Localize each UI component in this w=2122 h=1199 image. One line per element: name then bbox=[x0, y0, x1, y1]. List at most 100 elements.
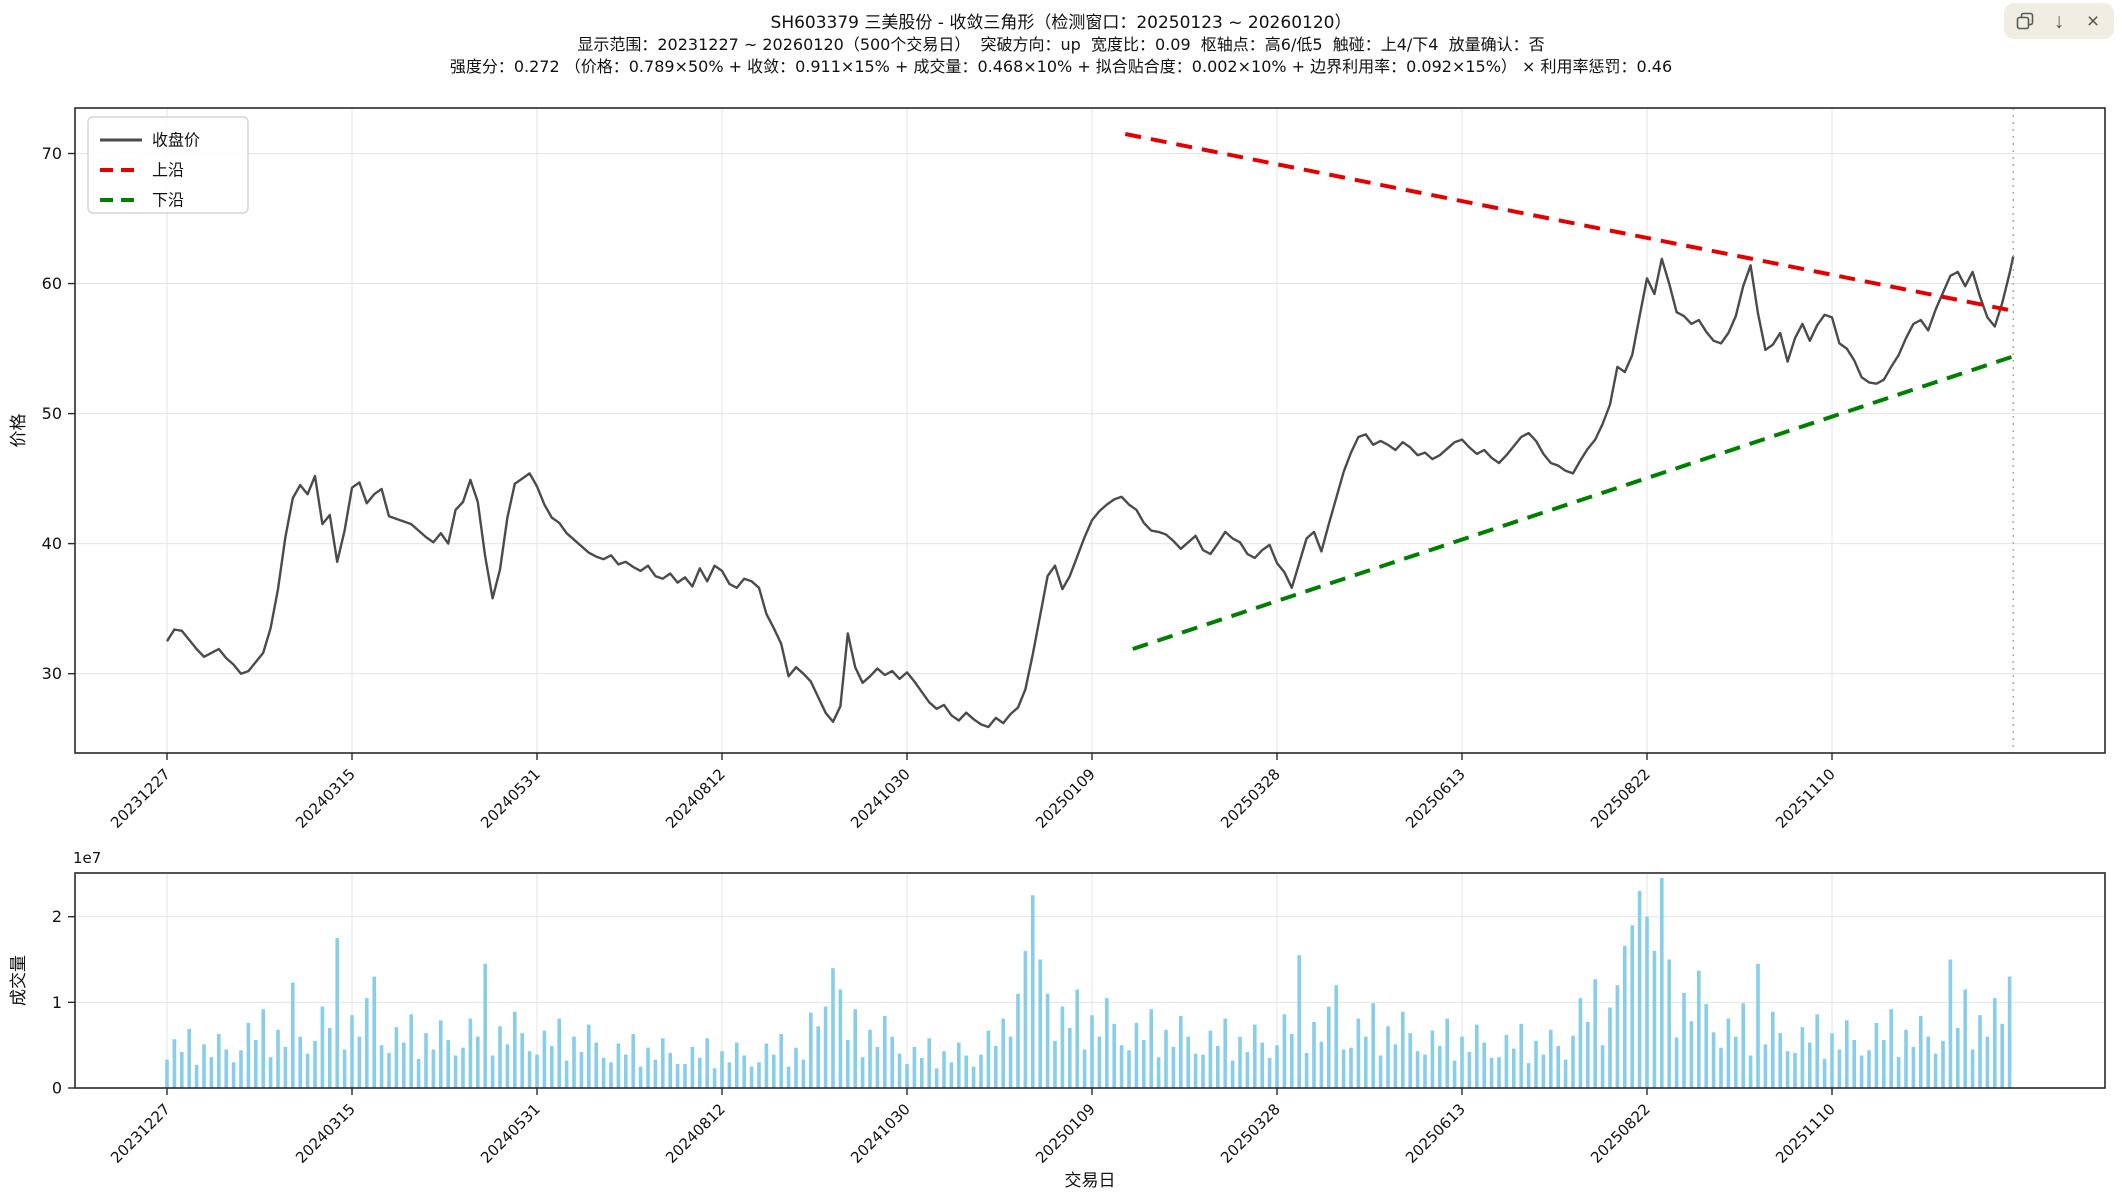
volume-bar bbox=[1031, 895, 1035, 1088]
volume-bar bbox=[1793, 1052, 1797, 1088]
volume-panel-xtick-label: 20231227 bbox=[107, 1100, 174, 1167]
volume-panel-xtick-label: 20241030 bbox=[847, 1100, 914, 1167]
volume-bar bbox=[1563, 1059, 1568, 1088]
volume-bar bbox=[823, 1006, 828, 1088]
volume-bar bbox=[1926, 1036, 1930, 1088]
volume-bar bbox=[1845, 1020, 1849, 1088]
lower-bound-line bbox=[1132, 354, 2014, 651]
volume-bar bbox=[1985, 1036, 1990, 1088]
price-panel-xtick-label: 20240315 bbox=[292, 765, 359, 832]
volume-bar bbox=[1956, 1028, 1960, 1088]
chart-subtitle-score: 强度分：0.272 （价格：0.789×50% + 收敛：0.911×15% +… bbox=[449, 57, 1673, 76]
close-icon: × bbox=[2086, 9, 2100, 33]
volume-bar bbox=[1460, 1036, 1464, 1088]
volume-panel-ytick-label: 2 bbox=[52, 907, 62, 926]
volume-bar bbox=[1016, 993, 1020, 1088]
volume-bars bbox=[165, 878, 2012, 1088]
volume-bar bbox=[816, 1026, 820, 1088]
close-button[interactable]: × bbox=[2078, 6, 2108, 36]
volume-bar bbox=[964, 1055, 968, 1088]
volume-bar bbox=[1053, 1040, 1057, 1088]
copy-button[interactable] bbox=[2010, 6, 2040, 36]
volume-bar bbox=[483, 963, 487, 1088]
volume-bar bbox=[631, 1034, 635, 1088]
volume-bar bbox=[261, 1009, 265, 1088]
volume-bar bbox=[505, 1044, 510, 1088]
volume-bar bbox=[1630, 925, 1634, 1088]
volume-bar bbox=[328, 1028, 332, 1088]
volume-bar bbox=[335, 938, 339, 1088]
volume-bar bbox=[1815, 1014, 1819, 1088]
volume-panel-axes: 0 1 2 20231227 20240315 20240531 20240812 20241… bbox=[9, 849, 2106, 1191]
volume-panel-grid bbox=[75, 873, 2105, 1089]
volume-bar bbox=[1689, 1021, 1694, 1088]
volume-bar bbox=[942, 1051, 946, 1088]
volume-bar bbox=[268, 1057, 273, 1088]
volume-bar bbox=[180, 1052, 184, 1088]
volume-bar bbox=[409, 1014, 413, 1088]
volume-bar bbox=[1719, 1047, 1723, 1088]
volume-bar bbox=[883, 1016, 887, 1088]
volume-bar bbox=[1497, 1057, 1501, 1088]
price-panel-xtick-label: 20240531 bbox=[477, 765, 544, 832]
volume-bar bbox=[1445, 1018, 1449, 1088]
volume-bar bbox=[1512, 1048, 1516, 1088]
volume-bar bbox=[1711, 1032, 1716, 1088]
volume-panel-ytick-label: 0 bbox=[52, 1079, 62, 1098]
volume-bar bbox=[2007, 976, 2012, 1088]
volume-bar bbox=[1179, 1016, 1183, 1088]
volume-bar bbox=[1371, 1003, 1375, 1088]
volume-bar bbox=[254, 1040, 258, 1088]
volume-bar bbox=[971, 1066, 976, 1088]
volume-bar bbox=[1193, 1053, 1198, 1088]
volume-bar bbox=[298, 1036, 302, 1088]
volume-bar bbox=[1415, 1051, 1420, 1088]
xaxis-label: 交易日 bbox=[1065, 1171, 1116, 1191]
volume-bar bbox=[1482, 1042, 1486, 1088]
volume-bar bbox=[1341, 1049, 1346, 1088]
volume-bar bbox=[1467, 1052, 1472, 1088]
volume-bar bbox=[1290, 1034, 1294, 1088]
volume-bar bbox=[1852, 1040, 1856, 1088]
price-ylabel: 价格 bbox=[9, 414, 29, 448]
volume-bar bbox=[1667, 959, 1671, 1088]
volume-bar bbox=[1312, 1022, 1316, 1088]
volume-bar bbox=[1541, 1054, 1546, 1088]
volume-bar bbox=[187, 1028, 191, 1088]
volume-bar bbox=[772, 1054, 776, 1088]
volume-bar bbox=[646, 1047, 650, 1088]
volume-bar bbox=[846, 1040, 850, 1088]
legend-label: 下沿 bbox=[152, 191, 184, 210]
volume-bar bbox=[579, 1052, 584, 1088]
volume-bar bbox=[572, 1036, 576, 1088]
chart-title: SH603379 三美股份 - 收敛三角形（检测窗口：20250123 ~ 20… bbox=[770, 13, 1352, 33]
volume-bar bbox=[557, 1018, 561, 1088]
volume-bar bbox=[1105, 998, 1109, 1088]
volume-bar bbox=[735, 1042, 739, 1088]
volume-bar bbox=[1800, 1027, 1805, 1088]
download-button[interactable]: ↓ bbox=[2044, 6, 2074, 36]
volume-bar bbox=[1082, 1049, 1087, 1088]
volume-bar bbox=[868, 1029, 872, 1088]
volume-bar bbox=[1504, 1034, 1509, 1088]
volume-bar bbox=[986, 1030, 991, 1088]
volume-bar bbox=[683, 1064, 687, 1088]
volume-bar bbox=[239, 1050, 243, 1088]
volume-bar bbox=[1978, 1015, 1982, 1088]
volume-bar bbox=[742, 1055, 746, 1088]
price-panel-ytick-label: 70 bbox=[42, 144, 62, 163]
volume-bar bbox=[1208, 1030, 1213, 1088]
volume-bar bbox=[231, 1062, 236, 1088]
volume-bar bbox=[1267, 1058, 1272, 1088]
volume-bar bbox=[1119, 1045, 1124, 1088]
volume-bar bbox=[1919, 1016, 1923, 1088]
volume-bar bbox=[1164, 1029, 1168, 1088]
volume-bar bbox=[1364, 1036, 1368, 1088]
volume-bar bbox=[1489, 1058, 1494, 1088]
volume-bar bbox=[1623, 945, 1627, 1088]
volume-bar bbox=[513, 1011, 517, 1088]
volume-bar bbox=[1304, 1052, 1309, 1088]
volume-bar bbox=[1156, 1057, 1161, 1088]
